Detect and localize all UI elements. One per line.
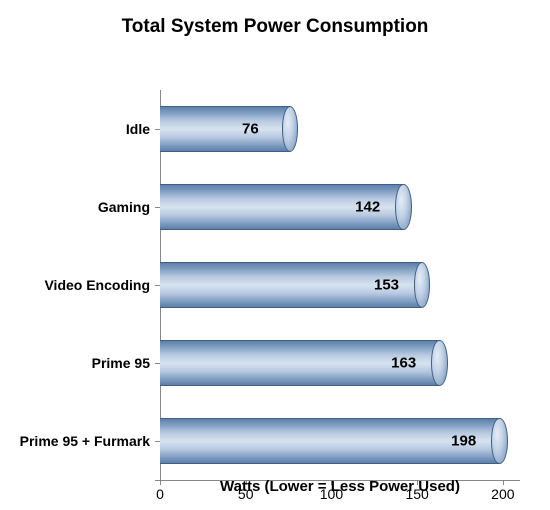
bar-cap-right — [491, 418, 507, 463]
bar — [160, 106, 290, 151]
category-label: Prime 95 + Furmark — [0, 433, 150, 449]
bar — [160, 418, 499, 463]
category-label: Prime 95 — [0, 355, 150, 371]
bar-value-label: 163 — [391, 355, 416, 372]
bar-face — [160, 106, 290, 151]
bar-value-label: 142 — [355, 199, 380, 216]
category-label: Video Encoding — [0, 277, 150, 293]
bar-face — [160, 418, 499, 463]
bar-cap-right — [414, 262, 430, 307]
chart-title: Total System Power Consumption — [10, 16, 540, 38]
bar-value-label: 198 — [451, 433, 476, 450]
bar-value-label: 153 — [374, 277, 399, 294]
bar-cap-right — [282, 106, 298, 151]
bar-value-label: 76 — [242, 121, 259, 138]
plot: 050100150200Idle76Gaming142Video Encodin… — [160, 90, 520, 480]
category-label: Gaming — [0, 199, 150, 215]
bar-cap-right — [431, 340, 447, 385]
category-label: Idle — [0, 121, 150, 137]
chart-area: Total System Power Consumption 050100150… — [10, 10, 540, 500]
bar-cap-right — [395, 184, 411, 229]
x-axis-title: Watts (Lower = Less Power Used) — [160, 478, 520, 495]
